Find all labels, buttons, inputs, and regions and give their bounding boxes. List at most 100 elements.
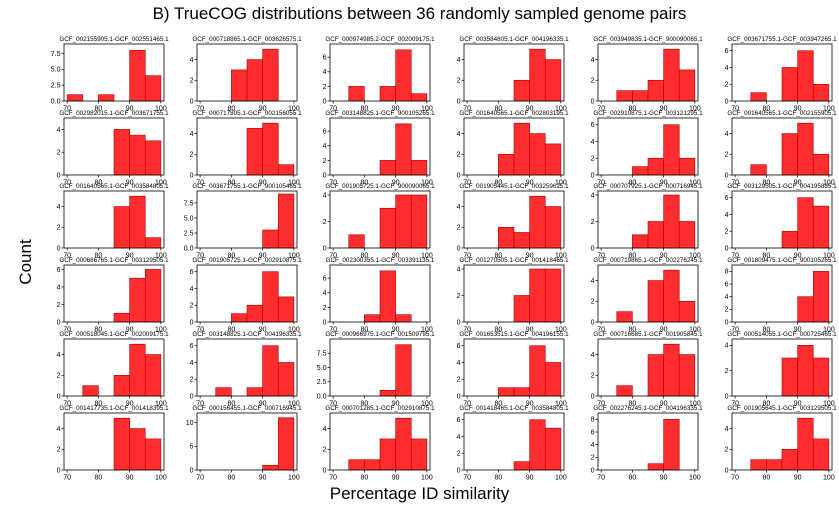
y-tick-label: 2 [591,299,595,306]
histogram-bar [812,438,830,471]
histogram-bar [82,385,99,397]
histogram-bar [395,194,412,249]
y-tick-label: 4 [457,434,461,441]
x-tick-label: 70 [731,401,739,408]
panel-title: GCF_002300355.1-GCF_003391135.1 [326,257,435,264]
plot-frame [63,412,165,471]
x-tick-label: 100 [421,327,433,334]
x-tick-label: 90 [392,180,400,187]
histogram-bar [797,197,814,249]
x-axis-label: Percentage ID similarity [329,484,510,503]
y-tick-label: 2 [190,78,194,85]
histogram-bar [663,124,680,176]
histogram-panel: GCF_002982015.1-GCF_003671755.1 70 80 90 100… [57,110,170,187]
y-tick-label: 6 [457,417,461,424]
histogram-bar [797,345,814,397]
x-tick-label: 100 [155,327,167,334]
histogram-bar [513,295,530,323]
histogram-bar [262,229,279,249]
x-tick-label: 90 [392,253,400,260]
histogram-bar [379,389,396,397]
y-tick-label: 2 [725,368,729,375]
x-tick-label: 80 [762,180,770,187]
histogram-bar [379,207,396,249]
histogram-panel: GCF_000514055.1-GCF_000725465.1 70 80 90 100… [725,331,838,408]
histogram-bar [410,438,428,471]
x-tick-label: 90 [794,180,802,187]
y-tick-label: 4 [591,139,595,146]
histogram-panel: GCF_003949835.1-GCF_900090065.1 70 80 90 100… [591,36,704,113]
x-tick-label: 100 [288,327,300,334]
x-tick-label: 70 [597,180,605,187]
y-tick-label: 2 [190,152,194,159]
plot-frame [731,264,833,323]
x-tick-label: 80 [360,327,368,334]
y-tick-label: 2 [591,373,595,380]
y-tick-label: 4 [591,442,595,449]
x-tick-label: 80 [762,253,770,260]
x-tick-label: 70 [731,475,739,482]
panel-title: GCF_000974985.2-GCF_002009175.1 [325,36,435,43]
y-tick-label: 2 [457,152,461,159]
x-tick-label: 70 [63,401,71,408]
y-tick-label: 5.0 [317,365,327,372]
histogram-bar [678,157,696,176]
histogram-panel: GCF_000518045.1-GCF_002009175.1 70 80 90 100… [57,331,170,408]
histogram-panel: GCF_000701285.1-GCF_002910875.1 70 80 90 100… [323,405,436,482]
x-tick-label: 100 [288,180,300,187]
plot-frame [196,264,298,323]
histogram-panel: GCF_001905725.1-GCF_900090065.170 80 90 100… [323,183,436,260]
y-tick-label: 4 [323,69,327,76]
x-tick-label: 70 [597,253,605,260]
histogram-bar [647,463,664,471]
panel-title: GCF_001640565.1-GCF_002803195.1 [459,110,569,117]
y-tick-label: 2 [725,447,729,454]
x-tick-label: 90 [526,106,534,113]
x-tick-label: 90 [794,401,802,408]
y-tick-label: 4 [725,294,729,301]
x-tick-label: 100 [689,475,701,482]
x-tick-label: 80 [94,253,102,260]
y-tick-label: 6 [725,281,729,288]
histogram-panel: GCF_001640565.1-GCF_002155905.1 70 80 90 100… [725,110,838,187]
x-tick-label: 90 [392,401,400,408]
y-tick-label: 4 [57,204,61,211]
x-tick-label: 80 [762,327,770,334]
y-tick-label: 4 [190,286,194,293]
histogram-bar [348,86,365,102]
y-tick-label: 2 [323,447,327,454]
histogram-bar [513,79,530,102]
panel-title: GCF_001905445.1-GCF_003259625.1 [459,183,569,190]
x-tick-label: 80 [494,475,502,482]
histogram-bar [632,166,649,176]
histogram-bar [66,94,84,102]
plot-frame [196,117,298,176]
y-tick-label: 4 [457,57,461,64]
histogram-bar [348,459,365,471]
y-tick-label: 0 [457,98,461,105]
histogram-bar [410,93,428,102]
x-tick-label: 80 [762,106,770,113]
histogram-bar [544,427,562,471]
plot-frame [731,412,833,471]
y-tick-label: 0 [190,467,194,474]
y-tick-label: 4 [457,204,461,211]
y-tick-label: 4 [190,57,194,64]
x-tick-label: 100 [555,327,567,334]
x-tick-label: 80 [762,475,770,482]
plot-frame [463,338,565,397]
histogram-panel: GCF_001905445.1-GCF_003259625.170 80 90 100… [457,183,570,260]
histogram-bar [348,234,365,249]
histogram-bar [215,387,232,397]
histogram-bar [781,230,798,249]
plot-frame [63,264,165,323]
y-tick-label: 0 [190,172,194,179]
histogram-bar [246,387,263,397]
x-tick-label: 80 [94,180,102,187]
x-tick-label: 80 [494,106,502,113]
histogram-bar [513,122,530,176]
x-tick-label: 90 [660,475,668,482]
histogram-bar [129,277,146,323]
histogram-bar [379,86,396,102]
panel-title: GCF_001640565.1-GCF_003584805.1 [59,183,169,190]
